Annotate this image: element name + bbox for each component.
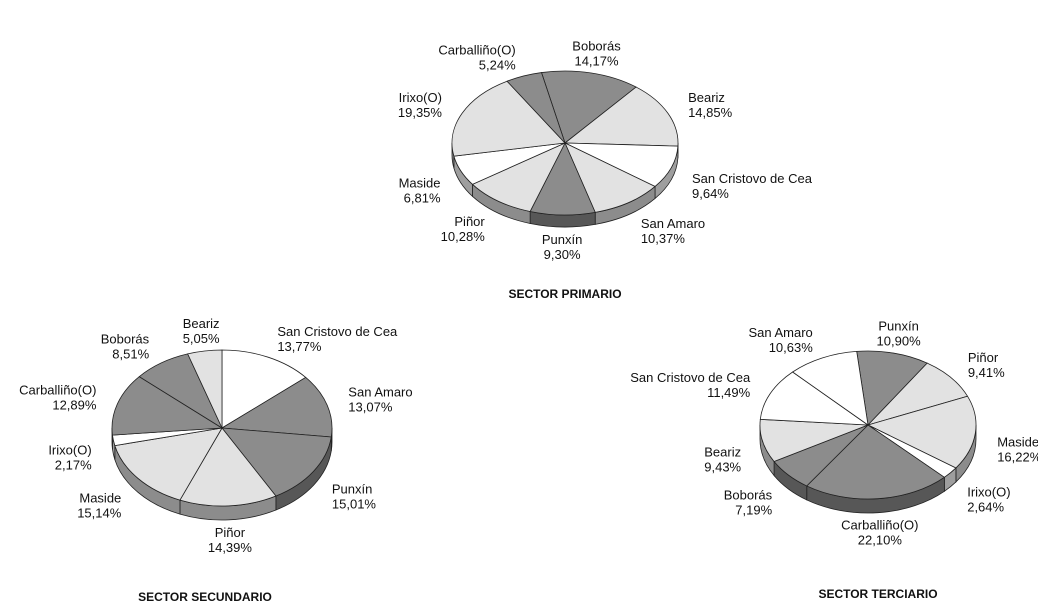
- slice-label: San Cristovo de Cea: [630, 370, 751, 385]
- slice-label: Beariz: [704, 444, 741, 459]
- slice-value-label: 14,39%: [208, 540, 253, 555]
- slice-value-label: 6,81%: [404, 191, 441, 206]
- chart-title: SECTOR SECUNDARIO: [138, 590, 272, 604]
- slice-label: Boborás: [572, 39, 621, 54]
- slice-value-label: 2,64%: [967, 500, 1004, 515]
- slice-label: Piñor: [968, 350, 999, 365]
- slice-value-label: 15,14%: [77, 505, 122, 520]
- slice-label: Piñor: [215, 525, 246, 540]
- slice-value-label: 19,35%: [398, 105, 443, 120]
- slice-label: Irixo(O): [48, 443, 91, 458]
- slice-label: San Amaro: [641, 216, 705, 231]
- slice-value-label: 13,77%: [277, 339, 322, 354]
- slice-label: San Amaro: [348, 385, 412, 400]
- slice-label: Boborás: [724, 488, 773, 503]
- slice-value-label: 2,17%: [55, 458, 92, 473]
- slice-label: Carballiño(O): [19, 383, 96, 398]
- slice-label: San Amaro: [748, 325, 812, 340]
- chart-title: SECTOR PRIMARIO: [508, 287, 621, 301]
- slice-value-label: 10,63%: [769, 340, 814, 355]
- slice-label: Carballiño(O): [841, 518, 918, 533]
- slice-value-label: 11,49%: [707, 385, 751, 400]
- slice-label: Maside: [997, 434, 1038, 449]
- slice-value-label: 8,51%: [112, 346, 149, 361]
- slice-value-label: 10,90%: [877, 334, 922, 349]
- slice-label: Boborás: [101, 331, 150, 346]
- slice-label: San Cristovo de Cea: [277, 324, 398, 339]
- slice-label: Carballiño(O): [438, 42, 515, 57]
- slice-value-label: 10,28%: [441, 229, 486, 244]
- slice-value-label: 16,22%: [997, 449, 1038, 464]
- slice-label: Beariz: [688, 90, 725, 105]
- slice-value-label: 22,10%: [858, 533, 903, 548]
- slice-value-label: 14,85%: [688, 105, 733, 120]
- slice-value-label: 9,41%: [968, 365, 1005, 380]
- slice-value-label: 9,30%: [544, 247, 581, 262]
- slice-value-label: 12,89%: [52, 398, 97, 413]
- slice-label: Punxín: [332, 481, 372, 496]
- slice-label: Irixo(O): [399, 90, 442, 105]
- slice-value-label: 7,19%: [735, 503, 772, 518]
- slice-label: Punxín: [542, 232, 582, 247]
- slice-value-label: 14,17%: [574, 54, 619, 69]
- slice-label: Punxín: [878, 319, 918, 334]
- slice-value-label: 13,07%: [348, 400, 393, 415]
- slice-value-label: 5,24%: [479, 57, 516, 72]
- slice-label: Irixo(O): [967, 485, 1010, 500]
- slice-value-label: 9,64%: [692, 186, 729, 201]
- slice-value-label: 9,43%: [704, 459, 741, 474]
- slice-label: Beariz: [183, 316, 220, 331]
- chart-title: SECTOR TERCIARIO: [818, 587, 937, 601]
- slice-value-label: 15,01%: [332, 496, 377, 511]
- slice-label: Maside: [399, 176, 441, 191]
- slice-label: Maside: [79, 490, 121, 505]
- slice-label: Piñor: [454, 214, 485, 229]
- slice-value-label: 5,05%: [183, 331, 220, 346]
- slice-label: San Cristovo de Cea: [692, 171, 813, 186]
- slice-value-label: 10,37%: [641, 231, 686, 246]
